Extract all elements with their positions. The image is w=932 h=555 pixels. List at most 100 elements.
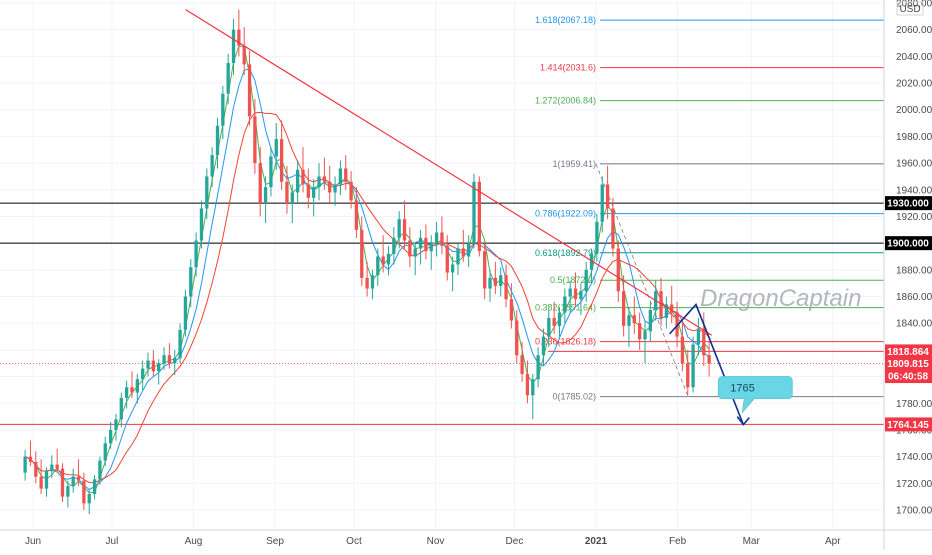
candle-body — [547, 317, 551, 337]
candle-body — [552, 317, 556, 326]
candle-body — [424, 237, 428, 252]
candle-body — [445, 245, 449, 273]
candle-body — [643, 331, 647, 340]
x-tick-label: 2021 — [585, 536, 608, 547]
candle-body — [312, 187, 316, 198]
fib-level-label: 1.618(2067.18) — [535, 15, 596, 25]
candle-body — [360, 229, 364, 278]
candle-body — [707, 355, 711, 364]
candle-body — [370, 275, 375, 289]
x-tick-label: Jul — [106, 536, 119, 547]
candle-body — [210, 155, 214, 177]
candle-body — [466, 243, 471, 257]
candle-body — [103, 443, 107, 461]
candle-body — [50, 464, 54, 472]
candle-body — [429, 243, 433, 252]
candle-body — [520, 355, 524, 374]
candle-body — [670, 304, 674, 313]
price-tag — [885, 369, 932, 384]
candle-body — [178, 329, 182, 358]
candle-body — [600, 184, 604, 222]
candle-body — [205, 176, 209, 209]
candle-body — [702, 328, 706, 356]
price-axis[interactable]: 2080.000 2060.000 2040.000 2020.000 2000.000… — [883, 0, 932, 550]
x-tick-label: Aug — [185, 536, 203, 547]
candle-body — [344, 168, 348, 182]
candle-body — [274, 139, 278, 157]
callout-text: 1765 — [730, 383, 754, 395]
fib-level-label: 0.786(1922.09) — [535, 209, 596, 219]
candle-body — [39, 476, 43, 489]
candle-body — [627, 315, 631, 326]
candle-body — [611, 208, 615, 249]
candle-body — [686, 363, 690, 388]
candle-body — [87, 493, 91, 504]
candle-body — [472, 181, 476, 244]
y-tick-label: 2000.000 — [896, 105, 932, 116]
candle-body — [456, 248, 460, 265]
time-axis[interactable]: Jun Jul Aug Sep Oct Nov Dec 2021 Feb Mar Apr — [0, 529, 932, 547]
candle-body — [488, 277, 492, 289]
candle-body — [263, 187, 268, 204]
candle-body — [301, 169, 305, 185]
candle-body — [60, 468, 65, 497]
price-tag — [885, 344, 932, 359]
candle-body — [440, 232, 444, 246]
candle-body — [605, 184, 610, 209]
fib-level-label: 1.272(2006.84) — [535, 96, 596, 106]
candle-body — [621, 291, 626, 326]
currency-label: USD — [899, 4, 920, 15]
candle-body — [215, 125, 220, 156]
y-tick-label: 1960.000 — [896, 159, 932, 170]
candle-body — [167, 355, 172, 364]
level-price-label: 1764.145 — [887, 420, 929, 431]
candle-body — [338, 168, 343, 185]
price-tag-label: 06:40:58 — [888, 372, 928, 383]
x-tick-label: Oct — [346, 536, 362, 547]
candle-body — [333, 184, 337, 193]
candle-body — [285, 181, 289, 204]
candle-body — [151, 360, 156, 372]
candle-body — [461, 248, 465, 257]
candle-body — [317, 176, 321, 188]
y-tick-label: 1700.000 — [896, 506, 932, 517]
candle-body — [595, 221, 599, 254]
candle-body — [504, 275, 508, 300]
candle-body — [584, 269, 588, 292]
moving-average-line — [24, 111, 710, 484]
candle-body — [354, 200, 359, 230]
y-tick-label: 1840.000 — [896, 319, 932, 330]
candle-body — [194, 240, 198, 268]
candle-body — [392, 237, 396, 254]
candle-body — [450, 264, 455, 273]
candle-body — [269, 156, 273, 188]
candle-body — [92, 479, 97, 494]
candle-body — [279, 139, 284, 182]
watermark-text: DragonCaptain — [700, 285, 861, 312]
candle-body — [434, 232, 439, 244]
candle-body — [418, 237, 423, 249]
candle-body — [573, 288, 578, 300]
candle-body — [135, 379, 139, 393]
candle-body — [290, 192, 294, 204]
candle-body — [680, 336, 685, 364]
candle-body — [237, 29, 241, 46]
candle-body — [568, 288, 572, 297]
candle-body — [76, 476, 81, 481]
y-tick-label: 1860.000 — [896, 292, 932, 303]
candle-body — [199, 208, 204, 241]
x-tick-label: Feb — [669, 536, 687, 547]
candle-body — [525, 373, 530, 396]
fib-level-label: 0.618(1892.79) — [535, 248, 596, 258]
grid — [0, 0, 884, 530]
candle-body — [402, 219, 407, 241]
arrow-head — [736, 416, 750, 426]
drawings: 1765 — [185, 9, 793, 426]
candle-body — [130, 387, 134, 393]
candle-body — [28, 456, 33, 462]
candle-body — [632, 315, 636, 324]
y-tick-label: 1780.000 — [896, 399, 932, 410]
y-tick-label: 2040.000 — [896, 52, 932, 63]
